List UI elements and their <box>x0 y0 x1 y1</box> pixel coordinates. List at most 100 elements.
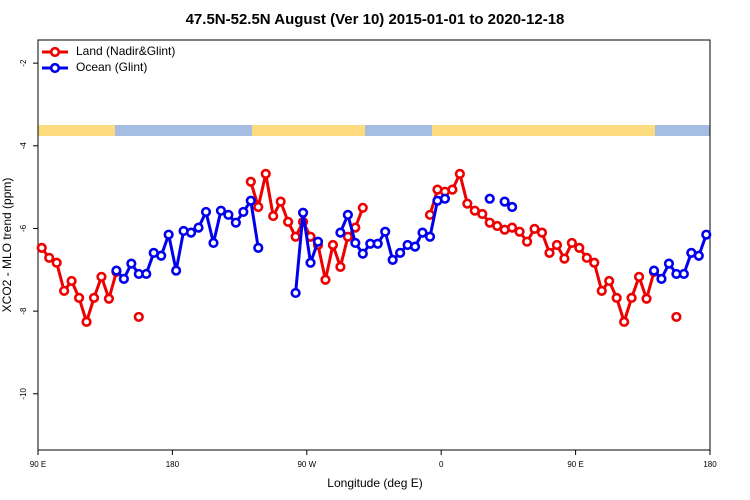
data-point <box>312 236 324 247</box>
y-axis-label: XCO2 - MLO trend (ppm) <box>0 178 14 313</box>
data-point <box>200 206 212 218</box>
data-point <box>103 293 115 304</box>
data-point <box>238 206 249 218</box>
data-point <box>66 275 77 287</box>
data-point <box>574 242 585 253</box>
data-point <box>693 250 704 261</box>
y-tick-label: -2 <box>19 59 28 67</box>
data-point <box>342 209 353 220</box>
data-point <box>126 258 137 269</box>
data-point <box>663 258 675 269</box>
data-point <box>44 252 55 263</box>
land-ocean-strip <box>38 125 710 136</box>
data-point <box>447 184 458 195</box>
data-point <box>305 257 316 268</box>
data-point <box>648 265 660 276</box>
x-tick-label: 180 <box>166 460 180 469</box>
data-point <box>641 293 652 304</box>
x-tick-label: 180 <box>703 460 717 469</box>
x-tick-label: 0 <box>439 460 444 469</box>
x-axis-label: Longitude (deg E) <box>327 476 422 490</box>
data-point <box>335 227 346 238</box>
data-point <box>350 237 361 249</box>
data-point <box>409 241 421 252</box>
data-point <box>141 268 152 280</box>
data-point <box>581 252 592 263</box>
data-point <box>156 250 167 261</box>
data-point <box>133 311 144 323</box>
data-point <box>73 292 85 304</box>
data-point <box>589 257 600 268</box>
data-point <box>611 292 622 304</box>
y-tick-label: -10 <box>19 387 28 399</box>
legend-label: Land (Nadir&Glint) <box>76 44 175 58</box>
data-point <box>604 275 615 287</box>
y-tick-label: -4 <box>19 142 28 150</box>
data-point <box>521 236 533 247</box>
legend-label: Ocean (Glint) <box>76 60 147 74</box>
y-tick-label: -8 <box>19 307 28 315</box>
data-point <box>424 231 436 242</box>
data-point <box>507 222 518 233</box>
data-point <box>701 229 712 240</box>
data-point <box>335 261 346 273</box>
data-point <box>208 237 219 249</box>
data-point <box>439 193 451 204</box>
data-point <box>357 202 368 213</box>
data-point <box>163 229 174 240</box>
data-point <box>454 168 465 180</box>
data-point <box>290 231 301 242</box>
data-point <box>462 198 473 209</box>
data-point <box>544 247 555 258</box>
data-point <box>678 268 689 280</box>
data-point <box>51 257 62 268</box>
data-point <box>633 271 645 282</box>
data-point <box>36 242 47 253</box>
data-point <box>260 168 271 180</box>
data-point <box>626 292 637 304</box>
data-point <box>499 196 510 207</box>
data-point <box>230 217 241 228</box>
data-point <box>559 253 570 264</box>
data-point <box>171 265 182 276</box>
data-point <box>507 201 518 213</box>
data-point <box>619 316 630 327</box>
data-point <box>275 196 286 207</box>
x-tick-label: 90 E <box>30 460 46 469</box>
data-point <box>536 227 548 238</box>
data-point <box>290 287 301 299</box>
chart-title: 47.5N-52.5N August (Ver 10) 2015-01-01 t… <box>186 11 565 28</box>
data-point <box>357 248 368 259</box>
legend-marker <box>49 62 61 74</box>
x-tick-label: 90 E <box>567 460 583 469</box>
data-point <box>253 242 264 253</box>
data-point <box>96 271 107 282</box>
data-point <box>551 239 563 251</box>
data-point <box>283 216 294 227</box>
data-point <box>59 285 70 296</box>
data-point <box>656 273 667 284</box>
data-point <box>380 226 391 237</box>
data-point <box>268 210 279 222</box>
data-point <box>111 265 122 276</box>
data-point <box>671 311 682 323</box>
data-point <box>395 247 406 258</box>
data-point <box>245 176 256 187</box>
data-point <box>372 238 383 249</box>
data-point <box>245 195 256 206</box>
data-point <box>492 220 503 232</box>
data-point <box>417 227 428 238</box>
data-point <box>387 254 398 265</box>
data-point <box>342 231 353 242</box>
y-tick-label: -6 <box>19 224 28 232</box>
data-point <box>514 226 525 237</box>
data-point <box>327 239 339 251</box>
x-tick-label: 90 W <box>297 460 316 469</box>
data-point <box>566 237 577 249</box>
data-point <box>320 274 331 285</box>
legend-marker <box>49 46 61 58</box>
data-point <box>81 316 92 327</box>
data-point <box>596 285 607 296</box>
data-point <box>529 223 540 234</box>
